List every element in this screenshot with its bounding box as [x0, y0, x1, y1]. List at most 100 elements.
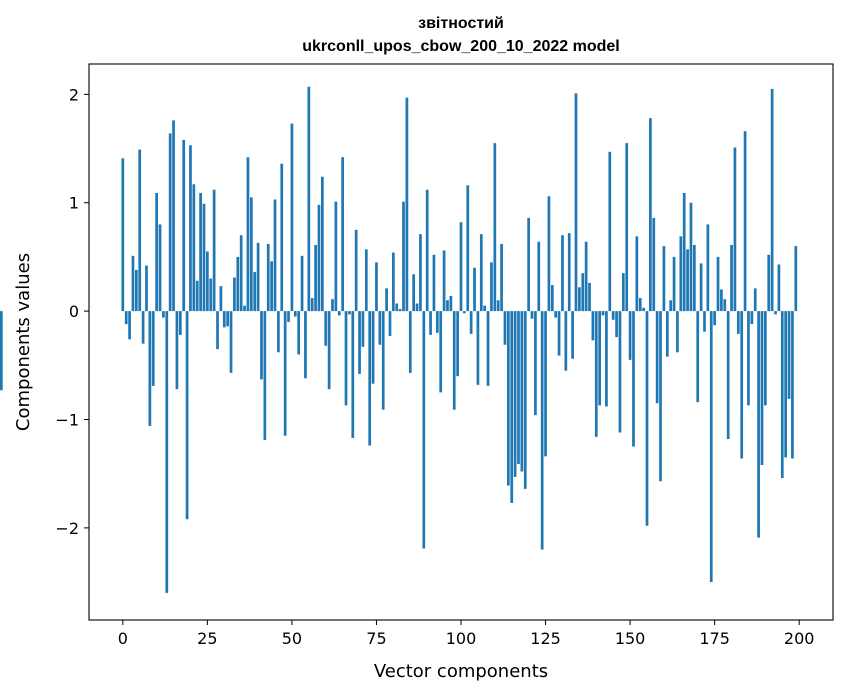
x-tick-label: 150: [615, 629, 646, 648]
bar-111: [496, 300, 500, 312]
bar-196: [784, 311, 788, 458]
bar-77: [381, 311, 385, 410]
bar-139: [591, 311, 595, 341]
bar-166: [682, 192, 686, 312]
bar-7: [145, 265, 148, 312]
bar-195: [780, 311, 784, 479]
bar-57: [314, 245, 317, 312]
bar-9: [151, 311, 155, 386]
bar-16: [175, 311, 179, 390]
bar-182: [736, 311, 740, 334]
bar-46: [277, 311, 280, 353]
bar-92: [432, 254, 436, 312]
bar-17: [178, 311, 182, 335]
bar-93: [435, 311, 439, 333]
bar-75: [375, 262, 378, 312]
bar-52: [297, 311, 301, 355]
bar-192: [770, 88, 774, 312]
bar-140: [594, 311, 598, 437]
bar-153: [638, 298, 642, 312]
bar-29: [219, 286, 223, 312]
bar-62: [331, 299, 334, 312]
bar-27: [212, 189, 216, 312]
bar-149: [625, 143, 629, 312]
bar-184: [743, 131, 747, 312]
bar-99: [456, 311, 459, 377]
y-tick-label: 1: [69, 194, 79, 213]
bar-101: [463, 311, 466, 314]
chart-title-line2: ukrconll_upos_cbow_200_10_2022 model: [302, 38, 619, 55]
bar-167: [686, 249, 689, 312]
bar-33: [233, 277, 236, 312]
bar-159: [659, 311, 662, 482]
bar-126: [547, 196, 551, 312]
bar-1: [124, 311, 128, 325]
bar-82: [398, 308, 402, 312]
bar-115: [510, 311, 514, 503]
bar-103: [469, 311, 473, 334]
bar-104: [473, 267, 476, 312]
bar-68: [351, 311, 355, 438]
bar-53: [300, 255, 304, 312]
bar-4: [134, 269, 138, 312]
bar-42: [263, 311, 267, 441]
bar-150: [628, 311, 632, 360]
bar-134: [574, 93, 578, 312]
x-tick-label: 100: [446, 629, 477, 648]
y-tick-label: −2: [55, 519, 79, 538]
bar-71: [361, 311, 365, 347]
x-axis-label: Vector components: [374, 661, 548, 682]
bar-108: [486, 311, 490, 386]
bar-78: [385, 288, 388, 312]
bar-177: [720, 289, 723, 312]
bar-155: [645, 311, 649, 526]
bar-70: [358, 311, 361, 374]
y-tick-label: −1: [55, 410, 79, 429]
bar-undefined: [0, 311, 3, 391]
bar-74: [371, 311, 375, 384]
bar-72: [364, 249, 368, 312]
bar-90: [425, 189, 429, 312]
bar-121: [530, 311, 534, 319]
bar-60: [324, 311, 328, 346]
bar-152: [635, 236, 639, 312]
bar-114: [506, 311, 510, 486]
bar-125: [544, 311, 547, 457]
bar-34: [236, 256, 240, 312]
x-tick-label: 25: [197, 629, 217, 648]
bar-88: [419, 234, 422, 312]
bar-172: [703, 311, 706, 332]
bar-133: [571, 311, 574, 359]
bar-135: [578, 287, 581, 312]
bar-13: [165, 311, 169, 593]
bar-89: [422, 311, 426, 549]
bar-185: [747, 311, 750, 406]
bar-83: [402, 201, 405, 312]
bar-23: [199, 192, 202, 312]
bar-14: [168, 133, 172, 312]
bar-127: [550, 285, 554, 312]
bar-175: [713, 311, 716, 326]
bar-183: [740, 311, 744, 459]
bar-12: [162, 311, 165, 318]
bar-15: [172, 120, 175, 312]
bar-73: [368, 311, 372, 446]
bar-118: [520, 311, 524, 472]
bar-194: [777, 264, 781, 312]
bar-189: [760, 311, 764, 466]
bar-94: [439, 311, 443, 393]
bar-169: [692, 245, 696, 312]
bar-142: [601, 311, 605, 316]
bar-156: [649, 118, 652, 312]
bar-154: [642, 307, 645, 312]
y-axis-ticks: −2 −1 0 1 2: [55, 85, 89, 538]
bar-35: [239, 235, 243, 312]
bar-59: [320, 176, 324, 312]
bar-145: [611, 311, 615, 320]
bar-179: [726, 311, 730, 439]
bar-148: [621, 273, 625, 312]
x-tick-label: 0: [118, 629, 128, 648]
bar-129: [557, 311, 561, 356]
